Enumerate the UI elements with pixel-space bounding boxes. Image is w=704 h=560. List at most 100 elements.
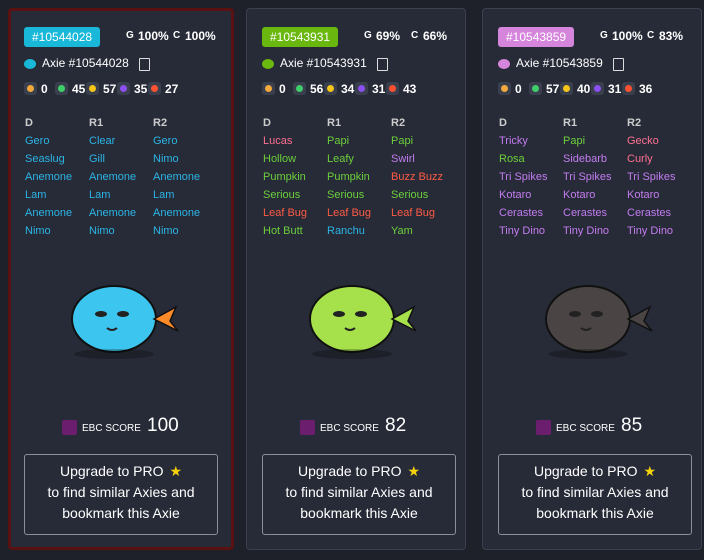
- gene-name: Papi: [327, 135, 350, 147]
- gene-name: Tri Spikes: [627, 171, 676, 183]
- gene-name: Clear: [89, 135, 116, 147]
- gene-name: Leaf Bug: [263, 207, 308, 219]
- stat-value: 40: [577, 82, 591, 96]
- stat-value: 31: [608, 82, 622, 96]
- upgrade-text: to find similar Axies and: [285, 484, 433, 500]
- gene-name: Papi: [563, 135, 586, 147]
- gene-header: R2: [153, 117, 168, 129]
- g-value: 69%: [376, 29, 401, 43]
- gene-name: Anemone: [25, 207, 73, 219]
- stat-icon-dot: [563, 85, 570, 92]
- stat-icon-dot: [151, 85, 158, 92]
- gene-name: Cerastes: [499, 207, 544, 219]
- gene-name: Gero: [25, 135, 50, 147]
- stat-icon: [55, 82, 68, 95]
- axie-name: Axie #10544028: [42, 56, 129, 70]
- gene-header: D: [25, 117, 33, 129]
- axie-card[interactable]: #10544028 G 100% C 100% Axie #10544028 0 45 57 35…: [8, 8, 234, 550]
- gene-name: Leafy: [327, 153, 354, 165]
- stat-value: 45: [72, 82, 86, 96]
- g-label: G: [600, 30, 608, 41]
- ebc-score: 85: [621, 415, 643, 436]
- gene-name: Tri Spikes: [499, 171, 548, 183]
- gene-name: Gero: [153, 135, 178, 147]
- gene-name: Serious: [327, 189, 365, 201]
- stat-icon: [86, 82, 99, 95]
- gene-name: Papi: [391, 135, 414, 147]
- stat-icon-dot: [501, 85, 508, 92]
- copy-icon[interactable]: [612, 58, 624, 71]
- gene-name: Leaf Bug: [327, 207, 372, 219]
- stat-value: 57: [103, 82, 117, 96]
- gene-name: Cerastes: [627, 207, 672, 219]
- gene-name: Buzz Buzz: [391, 171, 443, 183]
- stat-icon-dot: [327, 85, 334, 92]
- class-icon: [498, 59, 510, 69]
- axie-name: Axie #10543931: [280, 56, 367, 70]
- stat-icon-dot: [389, 85, 396, 92]
- stat-icon: [560, 82, 573, 95]
- gene-name: Swirl: [391, 153, 415, 165]
- upgrade-box[interactable]: Upgrade to PRO ★ to find similar Axies and…: [24, 454, 218, 535]
- stat-value: 57: [546, 82, 560, 96]
- gene-name: Lam: [153, 189, 175, 201]
- gene-name: Serious: [391, 189, 429, 201]
- star-icon: ★: [643, 463, 657, 479]
- gene-name: Seaslug: [25, 153, 65, 165]
- gene-header: R2: [627, 117, 642, 129]
- stat-icon-dot: [532, 85, 539, 92]
- gene-name: Sidebarb: [563, 153, 608, 165]
- score-label: EBC SCORE: [82, 423, 141, 434]
- gene-name: Anemone: [89, 207, 137, 219]
- gene-name: Nimo: [153, 153, 179, 165]
- copy-icon[interactable]: [138, 58, 150, 71]
- gene-header: D: [499, 117, 507, 129]
- stat-icon: [529, 82, 542, 95]
- upgrade-text: to find similar Axies and: [47, 484, 195, 500]
- star-icon: ★: [169, 463, 183, 479]
- star-icon: ★: [407, 463, 421, 479]
- upgrade-box[interactable]: Upgrade to PRO ★ to find similar Axies and…: [262, 454, 456, 535]
- axie-image: [71, 285, 179, 359]
- stat-icon-dot: [27, 85, 34, 92]
- stat-icon: [117, 82, 130, 95]
- stat-icon-dot: [296, 85, 303, 92]
- gene-name: Anemone: [153, 171, 201, 183]
- ebc-icon: [62, 420, 77, 435]
- gene-header: R1: [89, 117, 104, 129]
- gene-name: Nimo: [89, 225, 115, 237]
- gene-name: Tiny Dino: [499, 225, 546, 237]
- g-label: G: [126, 30, 134, 41]
- class-icon: [24, 59, 36, 69]
- stat-value: 31: [372, 82, 386, 96]
- stat-icon-dot: [594, 85, 601, 92]
- stat-icon: [262, 82, 275, 95]
- ebc-score: 100: [147, 415, 179, 436]
- gene-name: Pumpkin: [327, 171, 370, 183]
- axie-card[interactable]: #10543859 G 100% C 83% Axie #10543859 0 57 40 31 3…: [482, 8, 702, 550]
- stat-value: 56: [310, 82, 324, 96]
- upgrade-text: Upgrade to PRO ★: [533, 463, 657, 479]
- upgrade-box[interactable]: Upgrade to PRO ★ to find similar Axies and…: [498, 454, 692, 535]
- axie-image: [309, 285, 417, 359]
- axie-card[interactable]: #10543931 G 69% C 66% Axie #10543931 0 56 34 31 43…: [246, 8, 466, 550]
- score-label: EBC SCORE: [320, 423, 379, 434]
- gene-name: Hollow: [263, 153, 297, 165]
- gene-name: Tri Spikes: [563, 171, 612, 183]
- gene-name: Kotaro: [499, 189, 532, 201]
- ebc-icon: [300, 420, 315, 435]
- stat-value: 0: [41, 82, 48, 96]
- stat-icon: [293, 82, 306, 95]
- stat-icon-dot: [89, 85, 96, 92]
- gene-name: Yam: [391, 225, 413, 237]
- stat-icon: [355, 82, 368, 95]
- stat-icon: [498, 82, 511, 95]
- c-value: 83%: [659, 29, 684, 43]
- upgrade-text: bookmark this Axie: [62, 505, 180, 521]
- axie-name: Axie #10543859: [516, 56, 603, 70]
- copy-icon[interactable]: [376, 58, 388, 71]
- gene-name: Ranchu: [327, 225, 365, 237]
- ebc-score: 82: [385, 415, 407, 436]
- upgrade-text: Upgrade to PRO ★: [297, 463, 421, 479]
